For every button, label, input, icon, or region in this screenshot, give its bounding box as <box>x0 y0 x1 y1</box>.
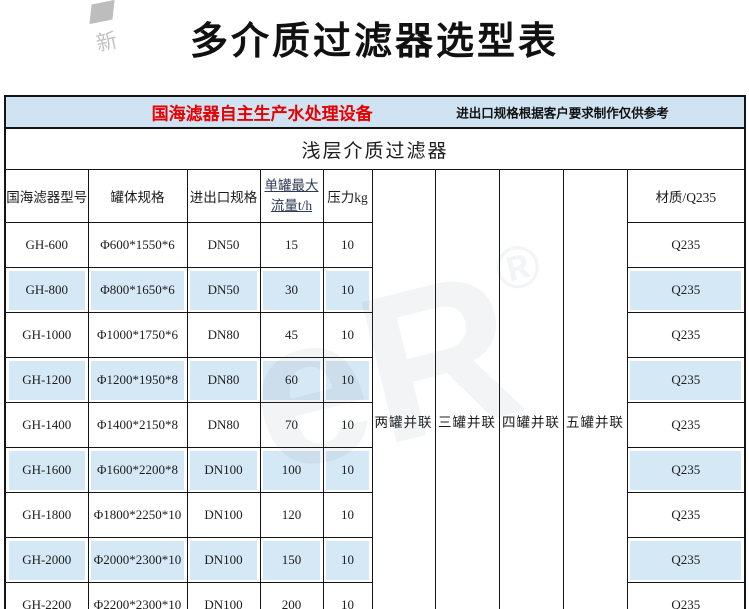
page-title: 多介质过滤器选型表 <box>189 21 559 63</box>
cell-port: DN80 <box>186 402 261 448</box>
cell-flow: 150 <box>259 537 324 583</box>
table-row: GH-1000 Φ1000*1750*6 DN80 45 10 Q235 <box>4 312 746 358</box>
cell-pressure: 10 <box>322 267 373 313</box>
parallel-col-three-tanks: 三罐并联 <box>434 169 500 609</box>
cell-spec: Φ1400*2150*8 <box>87 402 188 448</box>
col-header-model: 国海滤器型号 <box>4 169 89 223</box>
cell-flow: 60 <box>259 357 324 403</box>
cell-spec: Φ2200*2300*10 <box>87 582 188 609</box>
table-row: GH-2200 Φ2200*2300*10 DN100 200 10 Q235 <box>4 582 746 609</box>
cell-model: GH-1200 <box>4 357 89 403</box>
cell-flow: 30 <box>259 267 324 313</box>
col-header-pressure: 压力kg <box>322 169 373 223</box>
cell-material: Q235 <box>626 492 746 538</box>
cell-pressure: 10 <box>322 357 373 403</box>
cell-material: Q235 <box>626 267 746 313</box>
cell-flow: 45 <box>259 312 324 358</box>
cell-port: DN100 <box>186 582 261 609</box>
cell-pressure: 10 <box>322 447 373 493</box>
cell-port: DN100 <box>186 492 261 538</box>
cell-spec: Φ1000*1750*6 <box>87 312 188 358</box>
cell-flow: 15 <box>259 222 324 268</box>
cell-port: DN100 <box>186 537 261 583</box>
cell-model: GH-2200 <box>4 582 89 609</box>
cell-port: DN80 <box>186 312 261 358</box>
cell-port: DN80 <box>186 357 261 403</box>
header-row: 国海滤器型号 罐体规格 进出口规格 单罐最大 流量t/h 压力kg 两罐并联 三… <box>4 169 746 609</box>
col-header-flow-line2: 流量t/h <box>270 198 313 213</box>
cell-model: GH-2000 <box>4 537 89 583</box>
cell-pressure: 10 <box>322 402 373 448</box>
cell-pressure: 10 <box>322 492 373 538</box>
banner-slogan: 国海滤器自主生产水处理设备 <box>151 104 373 124</box>
cell-pressure: 10 <box>322 222 373 268</box>
cell-port: DN50 <box>186 222 261 268</box>
col-header-spec: 罐体规格 <box>87 169 188 223</box>
cell-spec: Φ1200*1950*8 <box>87 357 188 403</box>
col-header-port: 进出口规格 <box>186 169 261 223</box>
cell-material: Q235 <box>626 312 746 358</box>
parallel-col-five-tanks: 五罐并联 <box>562 169 628 609</box>
cell-port: DN100 <box>186 447 261 493</box>
cell-flow: 200 <box>259 582 324 609</box>
cell-model: GH-1600 <box>4 447 89 493</box>
banner: 国海滤器自主生产水处理设备 进出口规格根据客户要求制作仅供参考 <box>6 97 744 126</box>
cell-pressure: 10 <box>322 537 373 583</box>
banner-row: 国海滤器自主生产水处理设备 进出口规格根据客户要求制作仅供参考 <box>4 95 746 129</box>
cell-pressure: 10 <box>322 582 373 609</box>
col-header-flow: 单罐最大 流量t/h <box>259 169 324 223</box>
cell-flow: 100 <box>259 447 324 493</box>
cell-model: GH-1000 <box>4 312 89 358</box>
cell-material: Q235 <box>626 582 746 609</box>
cell-flow: 120 <box>259 492 324 538</box>
cell-spec: Φ800*1650*6 <box>87 267 188 313</box>
cell-spec: Φ1800*2250*10 <box>87 492 188 538</box>
cell-spec: Φ1600*2200*8 <box>87 447 188 493</box>
table-row: GH-1400 Φ1400*2150*8 DN80 70 10 Q235 <box>4 402 746 448</box>
cell-material: Q235 <box>626 402 746 448</box>
col-header-material: 材质/Q235 <box>626 169 746 223</box>
col-header-flow-line1: 单罐最大 <box>264 178 319 194</box>
table-row: GH-600 Φ600*1550*6 DN50 15 10 Q235 <box>4 222 746 268</box>
table-row: GH-1200 Φ1200*1950*8 DN80 60 10 Q235 <box>4 357 746 403</box>
table-row: GH-2000 Φ2000*2300*10 DN100 150 10 Q235 <box>4 537 746 583</box>
filter-selection-table: 国海滤器自主生产水处理设备 进出口规格根据客户要求制作仅供参考 浅层介质过滤器 … <box>4 95 747 609</box>
cell-pressure: 10 <box>322 312 373 358</box>
cell-material: Q235 <box>626 447 746 493</box>
cell-model: GH-1800 <box>4 492 89 538</box>
cell-spec: Φ2000*2300*10 <box>87 537 188 583</box>
cell-material: Q235 <box>626 222 746 268</box>
cell-material: Q235 <box>626 357 746 403</box>
table-row: GH-1800 Φ1800*2250*10 DN100 120 10 Q235 <box>4 492 746 538</box>
banner-note: 进出口规格根据客户要求制作仅供参考 <box>456 106 669 121</box>
cell-spec: Φ600*1550*6 <box>87 222 188 268</box>
table-subtitle: 浅层介质过滤器 <box>4 127 746 170</box>
parallel-col-two-tanks: 两罐并联 <box>371 169 436 609</box>
cell-port: DN50 <box>186 267 261 313</box>
cell-material: Q235 <box>626 537 746 583</box>
parallel-col-four-tanks: 四罐并联 <box>498 169 564 609</box>
cell-flow: 70 <box>259 402 324 448</box>
table-row: GH-800 Φ800*1650*6 DN50 30 10 Q235 <box>4 267 746 313</box>
cell-model: GH-1400 <box>4 402 89 448</box>
subtitle-row: 浅层介质过滤器 <box>4 127 746 170</box>
cell-model: GH-600 <box>4 222 89 268</box>
cell-model: GH-800 <box>4 267 89 313</box>
table-row: GH-1600 Φ1600*2200*8 DN100 100 10 Q235 <box>4 447 746 493</box>
